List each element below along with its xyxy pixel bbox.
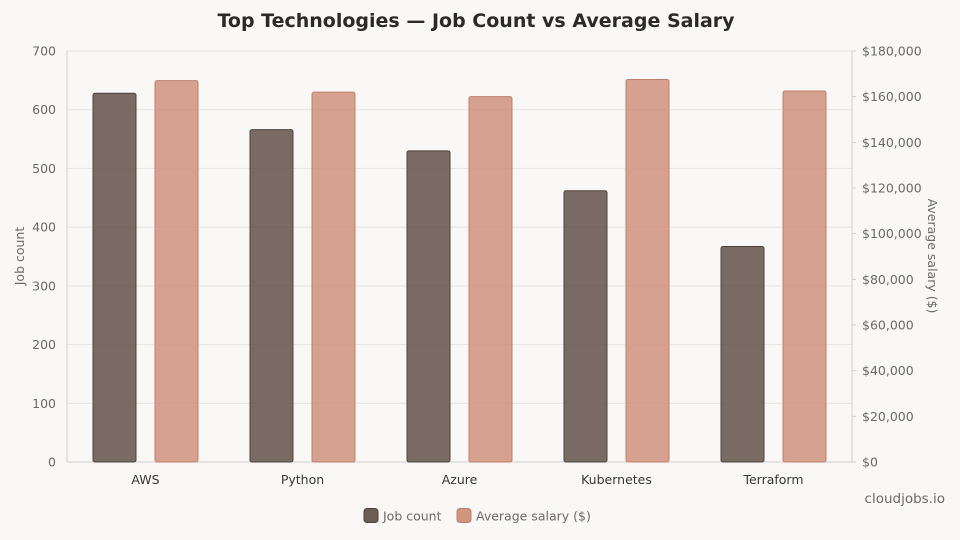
bar-average-salary xyxy=(468,96,513,463)
right-axis: $0 $20,000 $40,000 $60,000 $80,000 $100,000 $1… xyxy=(851,44,922,470)
y-right-tick-label: $0 xyxy=(862,455,878,470)
y-right-tick-label: $120,000 xyxy=(862,181,922,196)
y-tick-label: 700 xyxy=(32,44,56,59)
y-right-tick-label: $140,000 xyxy=(862,135,922,150)
x-tick-label: Azure xyxy=(442,472,478,487)
legend-item-job-count-label: Job count xyxy=(382,509,442,524)
left-axis: 0 100 200 300 400 500 600 700 xyxy=(32,44,852,470)
y-right-tick-label: $80,000 xyxy=(862,272,914,287)
y-right-tick-label: $100,000 xyxy=(862,226,922,241)
bar-average-salary xyxy=(311,91,356,463)
legend-item-average-salary-label: Average salary ($) xyxy=(476,509,591,524)
bar-average-salary xyxy=(154,80,199,463)
watermark: cloudjobs.io xyxy=(865,491,945,507)
x-tick-label: Terraform xyxy=(742,472,803,487)
y-tick-label: 400 xyxy=(32,220,56,235)
y-right-tick-label: $20,000 xyxy=(862,409,914,424)
y-axis-label: Job count xyxy=(12,227,27,287)
bar-average-salary xyxy=(625,79,670,463)
legend: Job count Average salary ($) xyxy=(363,508,591,524)
bar-job-count xyxy=(92,92,137,463)
x-tick-label: AWS xyxy=(131,472,159,487)
y-right-tick-label: $60,000 xyxy=(862,318,914,333)
y-axis-right-label: Average salary ($) xyxy=(925,199,940,314)
y-tick-label: 600 xyxy=(32,102,56,117)
bars xyxy=(92,79,827,463)
x-tick-label: Kubernetes xyxy=(581,472,652,487)
bar-average-salary xyxy=(782,90,827,463)
y-tick-label: 500 xyxy=(32,161,56,176)
bar-job-count xyxy=(406,150,451,463)
bar-job-count xyxy=(720,246,765,463)
bar-job-count xyxy=(563,190,608,463)
y-tick-label: 300 xyxy=(32,278,56,293)
y-right-tick-label: $160,000 xyxy=(862,89,922,104)
x-tick-label: Python xyxy=(281,472,324,487)
category-labels: AWS Python Azure Kubernetes Terraform xyxy=(131,472,803,487)
bar-job-count xyxy=(249,129,294,463)
legend-item-job-count-swatch xyxy=(363,508,379,523)
y-tick-label: 100 xyxy=(32,396,56,411)
y-right-tick-label: $40,000 xyxy=(862,363,914,378)
y-tick-label: 0 xyxy=(48,455,56,470)
legend-item-average-salary-swatch xyxy=(456,508,472,523)
chart-title: Top Technologies — Job Count vs Average … xyxy=(217,10,735,32)
y-tick-label: 200 xyxy=(32,337,56,352)
y-right-tick-label: $180,000 xyxy=(862,44,922,59)
